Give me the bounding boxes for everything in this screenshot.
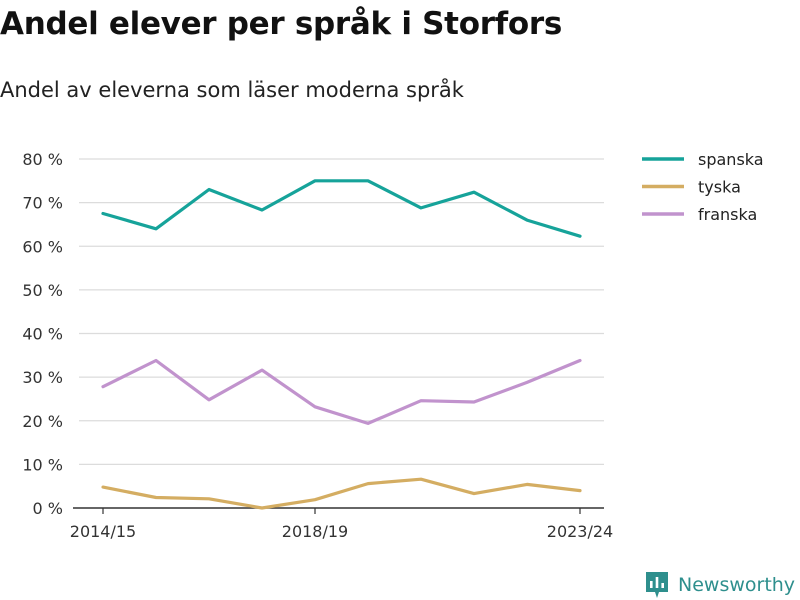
x-tick-label: 2018/19 — [282, 522, 348, 541]
y-tick-label: 40 % — [22, 325, 63, 344]
series-line-spanska — [101, 179, 582, 238]
chart-subtitle: Andel av eleverna som läser moderna språ… — [0, 78, 464, 102]
line-chart: 0 % 10 % 20 % 30 % 40 % 50 % 60 % 70 % 80 % 2014… — [22, 150, 764, 541]
x-axis: 2014/15 2018/19 2023/24 — [70, 507, 613, 541]
y-tick-label: 30 % — [22, 368, 63, 387]
y-tick-label: 50 % — [22, 281, 63, 300]
newsworthy-logo-icon — [646, 572, 668, 598]
x-tick-label: 2014/15 — [70, 522, 136, 541]
y-axis-ticks: 0 % 10 % 20 % 30 % 40 % 50 % 60 % 70 % 80 % — [22, 150, 63, 518]
legend-label-tyska: tyska — [698, 178, 741, 197]
y-tick-label: 10 % — [22, 455, 63, 474]
y-tick-label: 70 % — [22, 194, 63, 213]
newsworthy-brand: Newsworthy — [644, 570, 795, 600]
grid-lines — [79, 158, 604, 465]
y-tick-label: 20 % — [22, 412, 63, 431]
legend-label-spanska: spanska — [698, 150, 764, 169]
x-tick-label: 2023/24 — [547, 522, 613, 541]
y-tick-label: 80 % — [22, 150, 63, 169]
chart-title: Andel elever per språk i Storfors — [0, 6, 563, 42]
brand-name: Newsworthy — [678, 574, 796, 596]
series-line-tyska — [101, 477, 582, 510]
series-lines — [101, 179, 582, 510]
legend-label-franska: franska — [698, 205, 757, 224]
y-tick-label: 0 % — [33, 499, 63, 518]
series-line-franska — [101, 358, 582, 425]
y-tick-label: 60 % — [22, 237, 63, 256]
legend: spanska tyska franska — [642, 150, 764, 224]
